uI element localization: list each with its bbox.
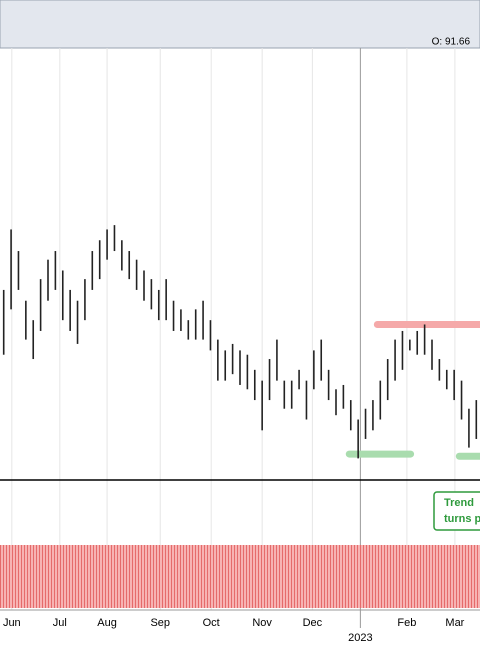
- x-tick-label: Nov: [252, 617, 272, 629]
- annotation-text: Trend: [444, 497, 474, 509]
- x-tick-label: Feb: [397, 617, 416, 629]
- x-tick-label: Oct: [203, 617, 220, 629]
- header-bar: [0, 0, 480, 49]
- x-tick-label: Aug: [97, 617, 117, 629]
- indicator-histogram: [0, 545, 480, 608]
- x-tick-label: Jun: [3, 617, 21, 629]
- year-label: 2023: [348, 632, 372, 644]
- x-tick-label: Mar: [445, 617, 464, 629]
- x-tick-label: Sep: [150, 617, 170, 629]
- annotation-text: turns p: [444, 513, 480, 525]
- open-value: O: 91.66: [432, 37, 471, 48]
- x-tick-label: Dec: [303, 617, 323, 629]
- annotation-box: [433, 491, 480, 531]
- x-tick-label: Jul: [53, 617, 67, 629]
